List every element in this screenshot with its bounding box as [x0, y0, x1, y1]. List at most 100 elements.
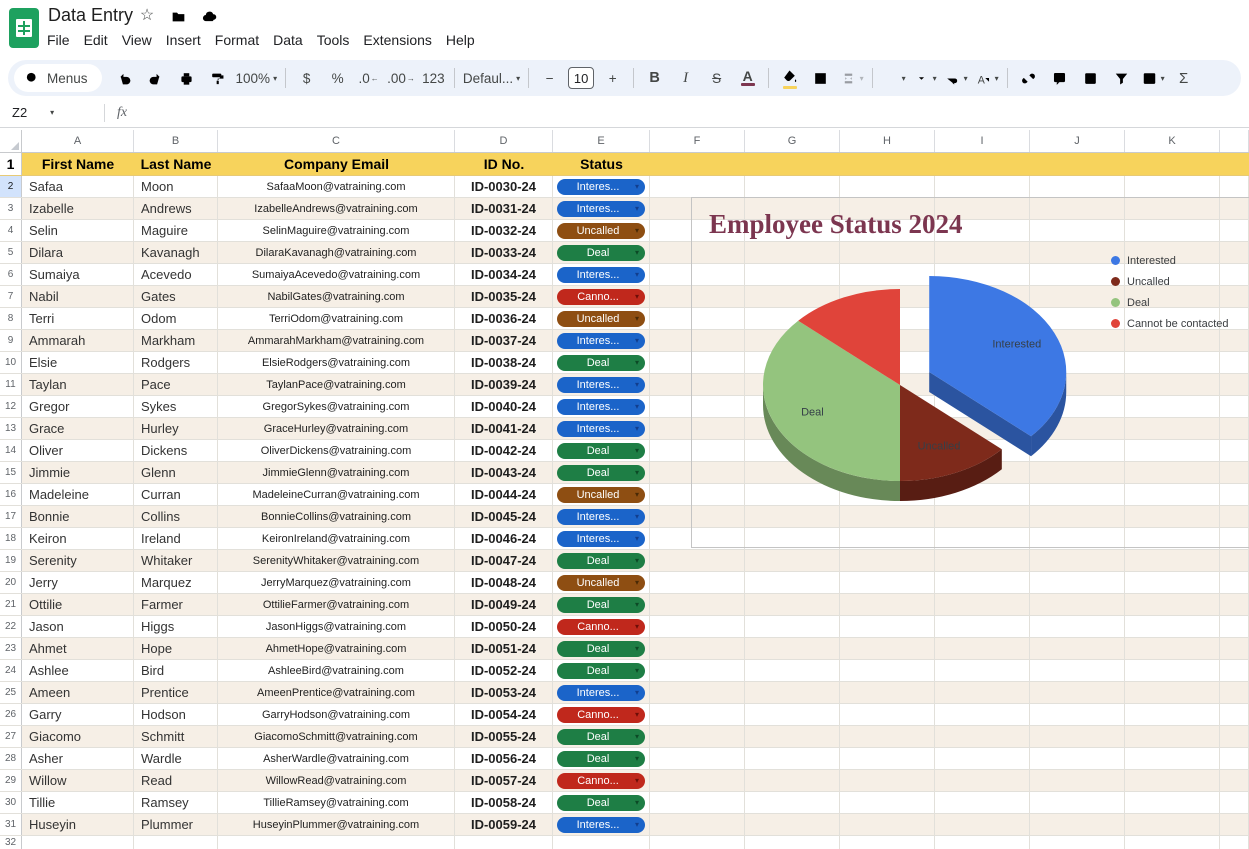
cell-I7[interactable]	[935, 286, 1030, 307]
cell-H21[interactable]	[840, 594, 935, 615]
cell-F27[interactable]	[650, 726, 745, 747]
cell-B31[interactable]: Plummer	[134, 814, 218, 835]
cell-I27[interactable]	[935, 726, 1030, 747]
cell-B6[interactable]: Acevedo	[134, 264, 218, 285]
cell-J12[interactable]	[1030, 396, 1125, 417]
cell-C21[interactable]: OttilieFarmer@vatraining.com	[218, 594, 455, 615]
document-title[interactable]: Data Entry	[48, 5, 134, 25]
cell-A4[interactable]: Selin	[22, 220, 134, 241]
cell-B7[interactable]: Gates	[134, 286, 218, 307]
cell-B30[interactable]: Ramsey	[134, 792, 218, 813]
cell-B3[interactable]: Andrews	[134, 198, 218, 219]
cell-F20[interactable]	[650, 572, 745, 593]
cell-A28[interactable]: Asher	[22, 748, 134, 769]
font-select[interactable]: Defaul... ▾	[462, 70, 521, 86]
cell-I16[interactable]	[935, 484, 1030, 505]
cell-D20[interactable]: ID-0048-24	[455, 572, 553, 593]
cell-I6[interactable]	[935, 264, 1030, 285]
row-header-32[interactable]: 32	[0, 836, 22, 849]
cell-L21[interactable]	[1220, 594, 1249, 615]
cell-F23[interactable]	[650, 638, 745, 659]
cell-L30[interactable]	[1220, 792, 1249, 813]
text-color-button[interactable]: A	[740, 68, 755, 86]
cell-B1[interactable]: Last Name	[140, 156, 212, 172]
move-to-folder-icon[interactable]	[169, 7, 187, 25]
cell-C7[interactable]: NabilGates@vatraining.com	[218, 286, 455, 307]
cell-K4[interactable]	[1125, 220, 1220, 241]
cell-B2[interactable]: Moon	[134, 176, 218, 197]
cell-A32[interactable]	[22, 836, 134, 849]
cell-A30[interactable]: Tillie	[22, 792, 134, 813]
cell-K28[interactable]	[1125, 748, 1220, 769]
status-dropdown-interested[interactable]: Interes... ▾	[557, 530, 645, 547]
status-dropdown-deal[interactable]: Deal ▾	[557, 662, 645, 679]
cell-H2[interactable]	[840, 176, 935, 197]
cell-D16[interactable]: ID-0044-24	[455, 484, 553, 505]
row-header-26[interactable]: 26	[0, 704, 22, 725]
status-dropdown-deal[interactable]: Deal ▾	[557, 596, 645, 613]
status-dropdown-cannot[interactable]: Canno... ▾	[557, 772, 645, 789]
cell-A6[interactable]: Sumaiya	[22, 264, 134, 285]
row-header-23[interactable]: 23	[0, 638, 22, 659]
cell-J19[interactable]	[1030, 550, 1125, 571]
cell-J31[interactable]	[1030, 814, 1125, 835]
name-box[interactable]: Z2 ▾	[0, 105, 100, 120]
cell-L32[interactable]	[1220, 836, 1249, 849]
paint-format-button[interactable]	[203, 65, 232, 91]
cell-F17[interactable]	[650, 506, 745, 527]
cell-G22[interactable]	[745, 616, 840, 637]
cell-C9[interactable]: AmmarahMarkham@vatraining.com	[218, 330, 455, 351]
status-dropdown-interested[interactable]: Interes... ▾	[557, 420, 645, 437]
cell-B12[interactable]: Sykes	[134, 396, 218, 417]
cell-H31[interactable]	[840, 814, 935, 835]
cell-C17[interactable]: BonnieCollins@vatraining.com	[218, 506, 455, 527]
cell-I20[interactable]	[935, 572, 1030, 593]
cell-I4[interactable]	[935, 220, 1030, 241]
format-currency-button[interactable]: $	[302, 70, 311, 86]
cell-C8[interactable]: TerriOdom@vatraining.com	[218, 308, 455, 329]
cell-K3[interactable]	[1125, 198, 1220, 219]
cell-F9[interactable]	[650, 330, 745, 351]
cell-C10[interactable]: ElsieRodgers@vatraining.com	[218, 352, 455, 373]
cell-D25[interactable]: ID-0053-24	[455, 682, 553, 703]
column-header-B[interactable]: B	[134, 130, 218, 152]
cell-L25[interactable]	[1220, 682, 1249, 703]
cell-L29[interactable]	[1220, 770, 1249, 791]
cell-H3[interactable]	[840, 198, 935, 219]
cell-A24[interactable]: Ashlee	[22, 660, 134, 681]
cell-K12[interactable]	[1125, 396, 1220, 417]
status-dropdown-cannot[interactable]: Canno... ▾	[557, 288, 645, 305]
cell-B14[interactable]: Dickens	[134, 440, 218, 461]
cell-I3[interactable]	[935, 198, 1030, 219]
cell-K11[interactable]	[1125, 374, 1220, 395]
cell-I5[interactable]	[935, 242, 1030, 263]
cell-K18[interactable]	[1125, 528, 1220, 549]
cell-B13[interactable]: Hurley	[134, 418, 218, 439]
cell-B25[interactable]: Prentice	[134, 682, 218, 703]
cell-D15[interactable]: ID-0043-24	[455, 462, 553, 483]
menu-edit[interactable]: Edit	[83, 32, 108, 48]
cell-J17[interactable]	[1030, 506, 1125, 527]
cell-D4[interactable]: ID-0032-24	[455, 220, 553, 241]
cell-C2[interactable]: SafaaMoon@vatraining.com	[218, 176, 455, 197]
cell-H1[interactable]	[840, 153, 935, 175]
cell-H6[interactable]	[840, 264, 935, 285]
cell-L28[interactable]	[1220, 748, 1249, 769]
cell-D27[interactable]: ID-0055-24	[455, 726, 553, 747]
cell-F11[interactable]	[650, 374, 745, 395]
row-header-29[interactable]: 29	[0, 770, 22, 791]
cell-A22[interactable]: Jason	[22, 616, 134, 637]
menu-help[interactable]: Help	[445, 32, 475, 48]
cell-H5[interactable]	[840, 242, 935, 263]
column-header-J[interactable]: J	[1030, 130, 1125, 152]
cell-K27[interactable]	[1125, 726, 1220, 747]
row-header-10[interactable]: 10	[0, 352, 22, 373]
status-dropdown-cannot[interactable]: Canno... ▾	[557, 706, 645, 723]
cell-I2[interactable]	[935, 176, 1030, 197]
status-dropdown-uncalled[interactable]: Uncalled ▾	[557, 310, 645, 327]
decrease-decimals-button[interactable]: .0 ←	[358, 70, 379, 86]
cell-G24[interactable]	[745, 660, 840, 681]
cell-A9[interactable]: Ammarah	[22, 330, 134, 351]
cell-F7[interactable]	[650, 286, 745, 307]
cell-K6[interactable]	[1125, 264, 1220, 285]
